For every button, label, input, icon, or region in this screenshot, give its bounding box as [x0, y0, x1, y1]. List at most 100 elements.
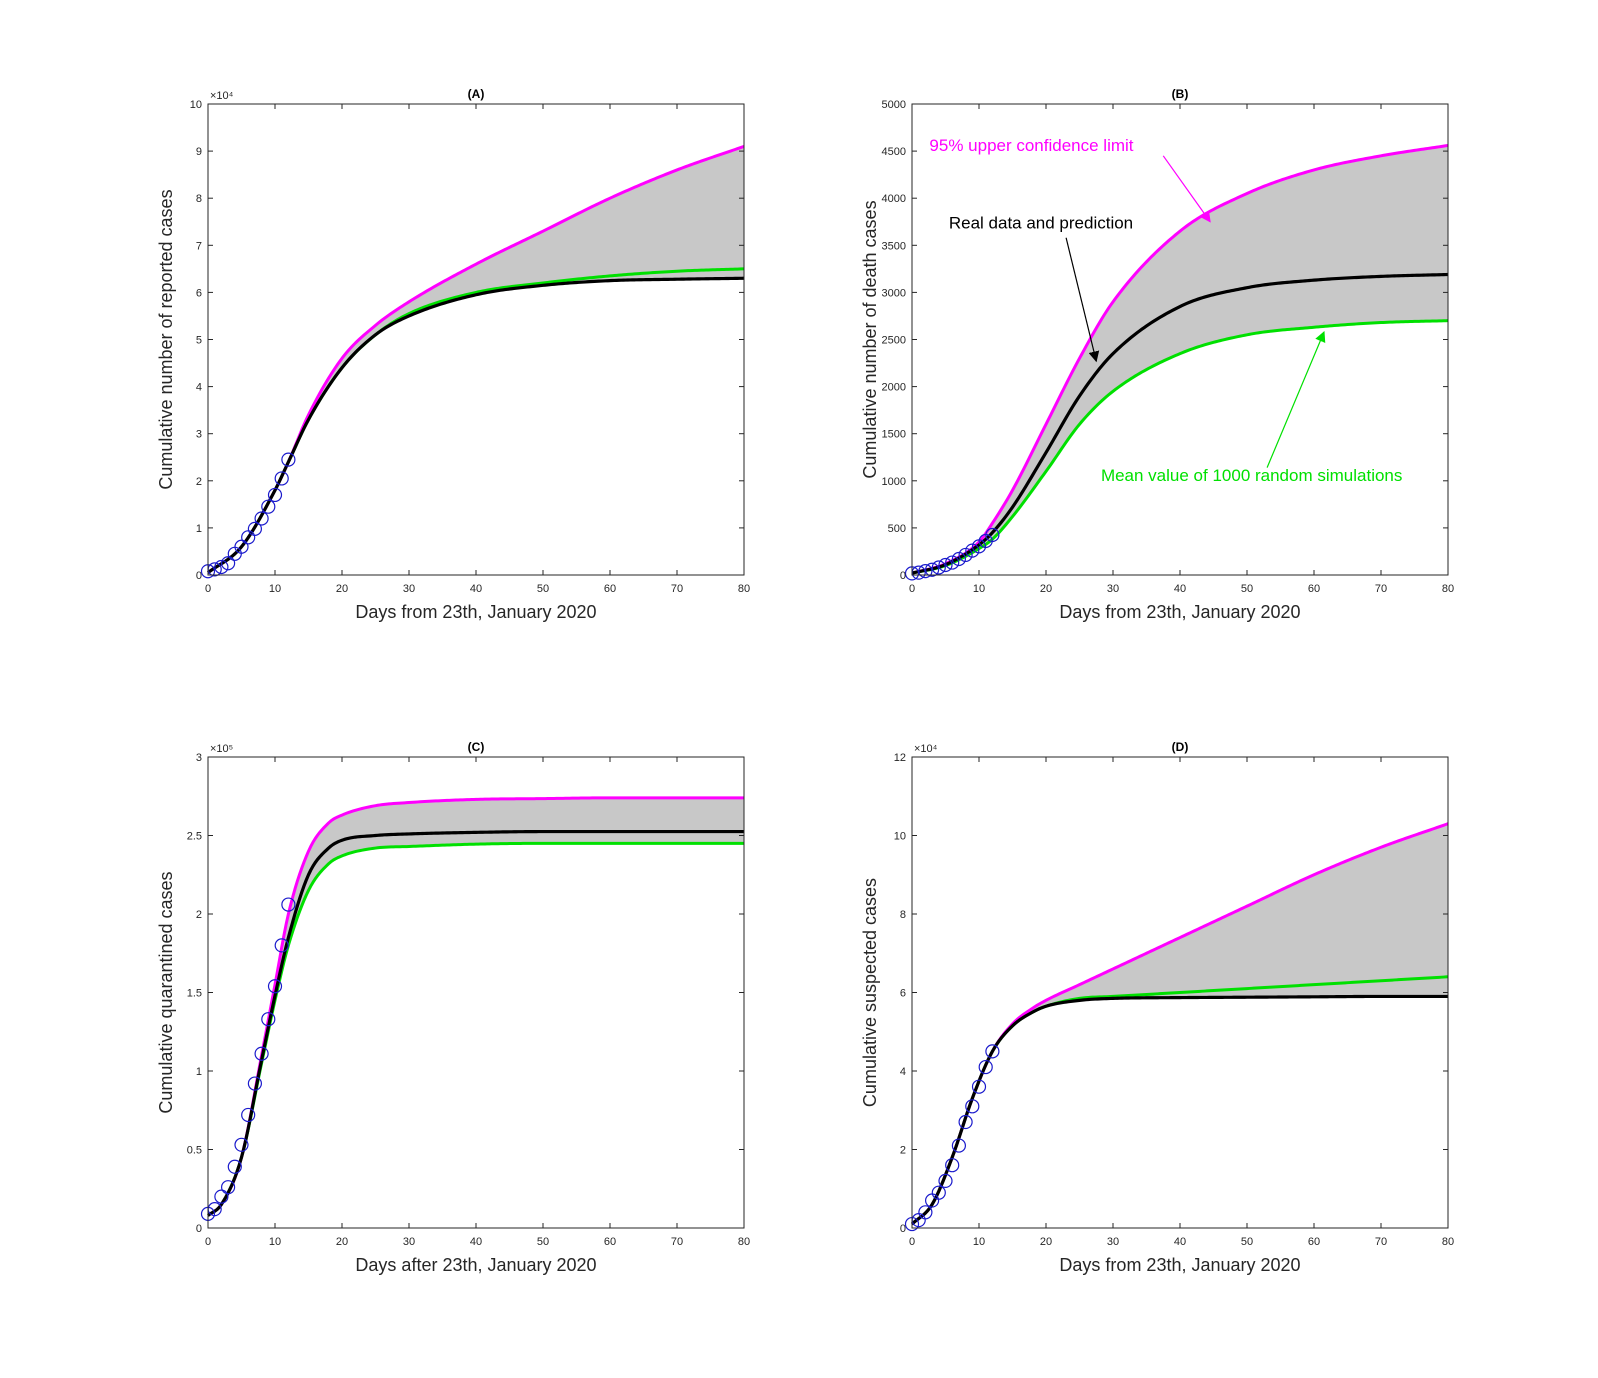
data-point: [274, 471, 289, 486]
y-tick-label: 3: [196, 752, 202, 764]
data-point: [938, 557, 953, 573]
data-point: [918, 564, 933, 579]
series-line-real: [207, 276, 745, 574]
x-tick-label: 40: [470, 583, 482, 595]
series-line-upper: [911, 143, 1449, 575]
y-axis-title: Cumulative number of reported cases: [156, 189, 176, 489]
data-point: [958, 1114, 973, 1130]
data-point: [951, 551, 967, 567]
data-point: [281, 897, 296, 912]
x-tick-label: 60: [1308, 583, 1320, 595]
annotation-arrow-upper: [1162, 155, 1211, 223]
y-tick-label: 1500: [882, 429, 906, 441]
x-tick-label: 70: [1375, 583, 1387, 595]
y-tick-label: 1000: [882, 476, 906, 488]
confidence-band: [912, 145, 1448, 574]
x-tick-label: 0: [909, 1236, 915, 1248]
y-tick-label: 4500: [882, 146, 906, 158]
y-tick-label: 5: [196, 335, 202, 347]
y-tick-label: 4: [900, 1066, 906, 1078]
x-tick-label: 20: [336, 583, 348, 595]
annotation-arrow-real: [1065, 237, 1100, 363]
data-point: [267, 979, 283, 994]
data-point: [931, 1185, 946, 1200]
y-tick-label: 1.5: [187, 988, 202, 1000]
x-tick-label: 10: [269, 1236, 281, 1248]
y-tick-label: 1: [196, 523, 202, 535]
series-line-mean: [207, 841, 744, 1217]
y-tick-label: 2000: [882, 382, 906, 394]
confidence-band: [208, 146, 744, 573]
panel-title: (C): [468, 740, 485, 754]
annotation-label-mean: Mean value of 1000 random simulations: [1101, 466, 1402, 485]
x-tick-label: 80: [1442, 583, 1454, 595]
x-tick-label: 30: [1107, 583, 1119, 595]
x-tick-label: 10: [269, 583, 281, 595]
x-axis-title: Days after 23th, January 2020: [355, 1255, 596, 1275]
panel-title: (A): [468, 87, 485, 101]
x-axis-title: Days from 23th, January 2020: [1059, 602, 1300, 622]
data-point: [965, 1099, 980, 1114]
y-exponent-label: ×10⁵: [210, 743, 233, 755]
confidence-band: [208, 797, 744, 1216]
y-axis-title: Cumulative quarantined cases: [156, 871, 176, 1113]
y-tick-label: 0: [900, 1223, 906, 1235]
series-line-upper: [207, 796, 744, 1217]
x-tick-label: 80: [1442, 1236, 1454, 1248]
y-tick-label: 6: [196, 287, 202, 299]
data-point: [241, 1107, 256, 1123]
data-point: [247, 521, 262, 536]
panel-title: (D): [1172, 740, 1189, 754]
y-tick-label: 5000: [882, 99, 906, 111]
panel-c: 0 10 20 30 40 50 60 70 80 0 0.5 1 1.5 2 2.5 3 ×10⁵ (C) Day…: [156, 740, 750, 1275]
data-point: [924, 562, 940, 577]
x-tick-label: 40: [1174, 1236, 1186, 1248]
y-tick-label: 9: [196, 146, 202, 158]
data-point: [931, 560, 946, 575]
data-point: [247, 1076, 262, 1091]
data-point: [261, 499, 276, 514]
data-point: [945, 555, 960, 570]
data-point: [985, 1044, 1000, 1059]
annotation-label-upper: 95% upper confidence limit: [929, 136, 1133, 155]
x-axis-title: Days from 23th, January 2020: [1059, 1255, 1300, 1275]
y-tick-label: 1: [196, 1066, 202, 1078]
data-point: [274, 938, 289, 953]
data-point: [227, 1159, 242, 1174]
data-point: [254, 511, 269, 526]
annotation-arrow-mean: [1266, 330, 1326, 468]
x-axis-title: Days from 23th, January 2020: [355, 602, 596, 622]
x-tick-label: 20: [336, 1236, 348, 1248]
y-tick-label: 10: [894, 831, 906, 843]
x-tick-label: 60: [1308, 1236, 1320, 1248]
data-point: [945, 1158, 960, 1173]
y-axis-title: Cumulative suspected cases: [860, 878, 880, 1107]
data-point: [214, 559, 229, 575]
y-tick-label: 4: [196, 382, 202, 394]
panel-b: 0 10 20 30 40 50 60 70 80 0 500 1000 1500 2000 2500 300…: [860, 87, 1454, 622]
y-tick-label: 2.5: [187, 831, 202, 843]
y-tick-label: 0: [196, 1223, 202, 1235]
data-point: [938, 1173, 953, 1189]
x-tick-label: 80: [738, 583, 750, 595]
data-point: [261, 1012, 276, 1027]
x-tick-label: 70: [1375, 1236, 1387, 1248]
x-tick-label: 40: [1174, 583, 1186, 595]
y-tick-label: 3000: [882, 287, 906, 299]
y-axis-title: Cumulative number of death cases: [860, 200, 880, 478]
data-point: [971, 1079, 987, 1094]
x-tick-label: 70: [671, 1236, 683, 1248]
panel-a: 0 10 20 30 40 50 60 70 80 0 1 2 3 4 5 6 7 8 9 10 ×10⁴ (A) Days…: [156, 87, 750, 622]
x-tick-label: 30: [403, 583, 415, 595]
x-tick-label: 50: [537, 583, 549, 595]
x-tick-label: 50: [1241, 583, 1253, 595]
series-line-real: [911, 272, 1449, 575]
x-tick-label: 60: [604, 583, 616, 595]
data-point: [978, 1059, 993, 1075]
y-tick-label: 3: [196, 429, 202, 441]
panel-d: 0 10 20 30 40 50 60 70 80 0 2 4 6 8 10 12 ×10⁴ (D) Days fr…: [860, 740, 1454, 1275]
x-tick-label: 10: [973, 1236, 985, 1248]
y-tick-label: 4000: [882, 193, 906, 205]
x-tick-label: 20: [1040, 583, 1052, 595]
x-tick-label: 20: [1040, 1236, 1052, 1248]
